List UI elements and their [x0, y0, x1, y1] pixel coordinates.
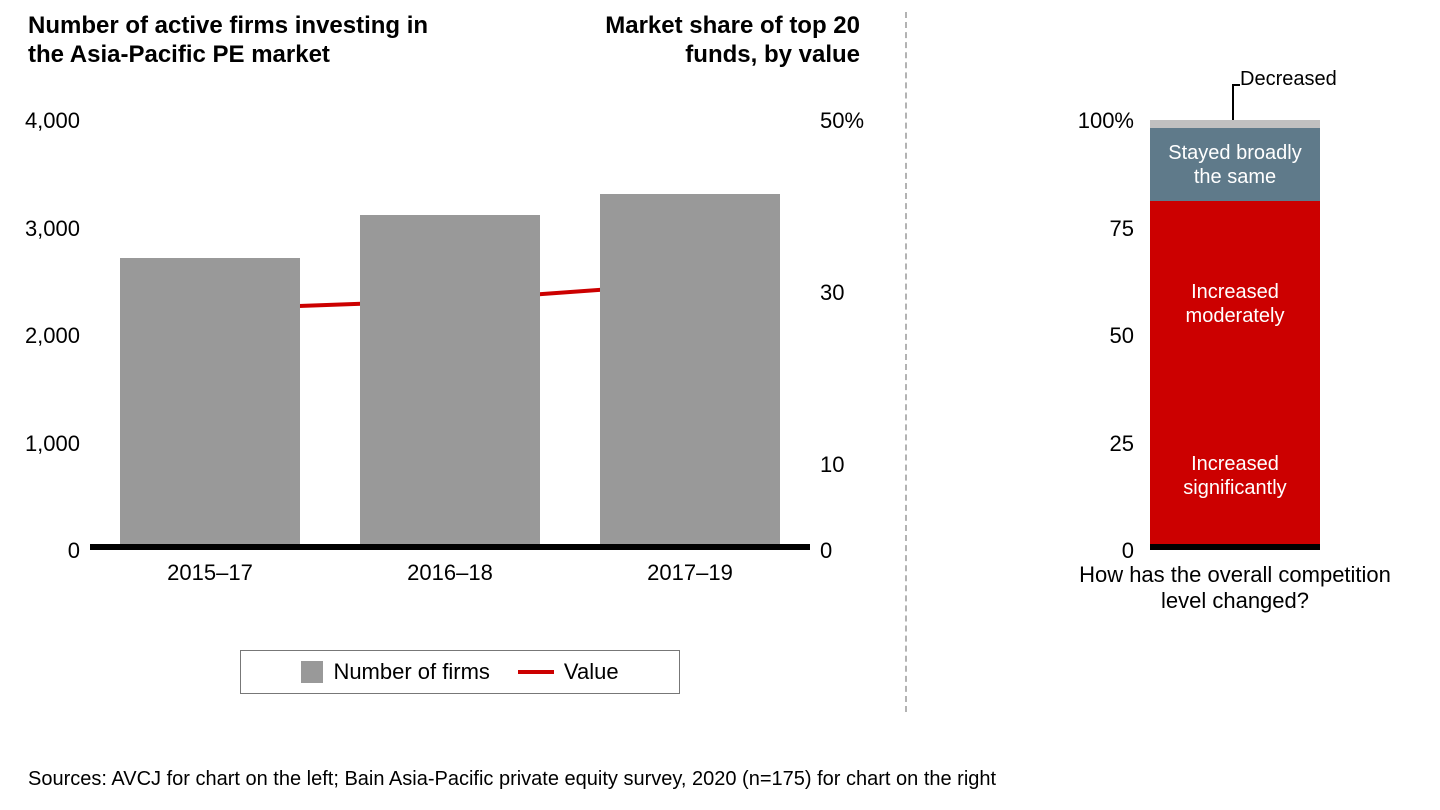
stacked-axis-tick: 75 [1054, 216, 1134, 242]
legend-swatch-line [518, 670, 554, 674]
x-category-label: 2017–19 [600, 560, 780, 586]
x-category-label: 2015–17 [120, 560, 300, 586]
right-axis-tick: 0 [820, 538, 880, 564]
right-axis-tick: 30 [820, 280, 880, 306]
right-chart-question: How has the overall competition level ch… [1075, 562, 1395, 615]
legend: Number of firms Value [240, 650, 680, 694]
right-chart-baseline [1150, 544, 1320, 550]
stacked-axis-tick: 100% [1054, 108, 1134, 134]
decreased-callout-label: Decreased [1240, 68, 1337, 91]
left-chart-title: Number of active firms investing in the … [28, 12, 468, 70]
right-axis-tick: 10 [820, 452, 880, 478]
left-axis-tick: 0 [10, 538, 80, 564]
left-axis-tick: 1,000 [10, 431, 80, 457]
stacked-axis-tick: 0 [1054, 538, 1134, 564]
legend-label-line: Value [564, 659, 619, 685]
segment-label: Stayed broadly the same [1150, 141, 1320, 189]
stacked-segment: Increased moderately [1150, 201, 1320, 409]
legend-label-bars: Number of firms [333, 659, 489, 685]
left-chart-secondary-title: Market share of top 20 funds, by value [600, 12, 860, 70]
legend-item-bars: Number of firms [301, 659, 489, 685]
stacked-segment [1150, 120, 1320, 128]
right-chart-plot: 0255075100%Increased significantlyIncrea… [1150, 120, 1320, 550]
firms-bar [600, 194, 780, 544]
segment-label: Increased moderately [1150, 280, 1320, 328]
left-axis-tick: 4,000 [10, 108, 80, 134]
left-chart-baseline [90, 544, 810, 550]
legend-item-line: Value [518, 659, 619, 685]
panel-divider [905, 12, 907, 712]
segment-label: Increased significantly [1150, 452, 1320, 500]
stacked-axis-tick: 25 [1054, 431, 1134, 457]
left-chart-plot: 01,0002,0003,0004,0000103050%2015–172016… [90, 120, 810, 550]
firms-bar [360, 215, 540, 544]
stacked-axis-tick: 50 [1054, 323, 1134, 349]
stacked-segment: Stayed broadly the same [1150, 128, 1320, 200]
sources-footnote: Sources: AVCJ for chart on the left; Bai… [28, 768, 996, 791]
left-axis-tick: 2,000 [10, 323, 80, 349]
left-axis-tick: 3,000 [10, 216, 80, 242]
stacked-segment: Increased significantly [1150, 408, 1320, 544]
decreased-callout-leader [1232, 84, 1234, 120]
x-category-label: 2016–18 [360, 560, 540, 586]
right-axis-tick: 50% [820, 108, 880, 134]
firms-bar [120, 258, 300, 544]
legend-swatch-bar [301, 661, 323, 683]
figure-canvas: Number of active firms investing in the … [0, 0, 1440, 810]
